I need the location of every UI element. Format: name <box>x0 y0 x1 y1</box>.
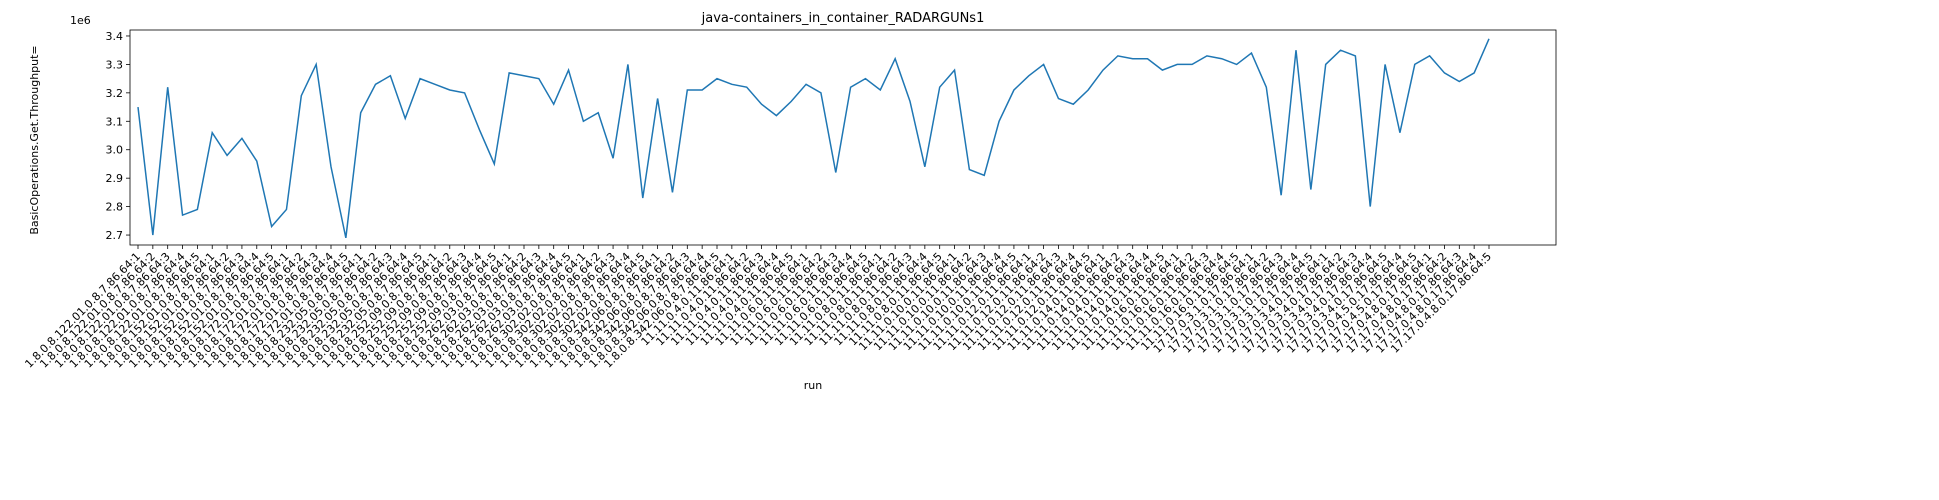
y-tick-label: 2.8 <box>106 201 124 214</box>
y-tick-label: 3.1 <box>106 115 124 128</box>
y-tick-label: 2.7 <box>106 229 124 242</box>
data-line <box>137 38 1490 239</box>
y-axis-label: BasicOperations.Get.Throughput= <box>28 45 41 234</box>
chart-title: java-containers_in_container_RADARGUNs1 <box>701 11 985 26</box>
y-tick-label: 3.0 <box>106 144 124 157</box>
y-offset-label: 1e6 <box>70 14 91 27</box>
plot-frame <box>129 29 1557 246</box>
y-tick-label: 2.9 <box>106 172 124 185</box>
y-tick-label: 3.2 <box>106 87 124 100</box>
y-tick-label: 3.4 <box>106 30 124 43</box>
x-axis-label: run <box>804 379 822 392</box>
y-tick-label: 3.3 <box>106 58 124 71</box>
